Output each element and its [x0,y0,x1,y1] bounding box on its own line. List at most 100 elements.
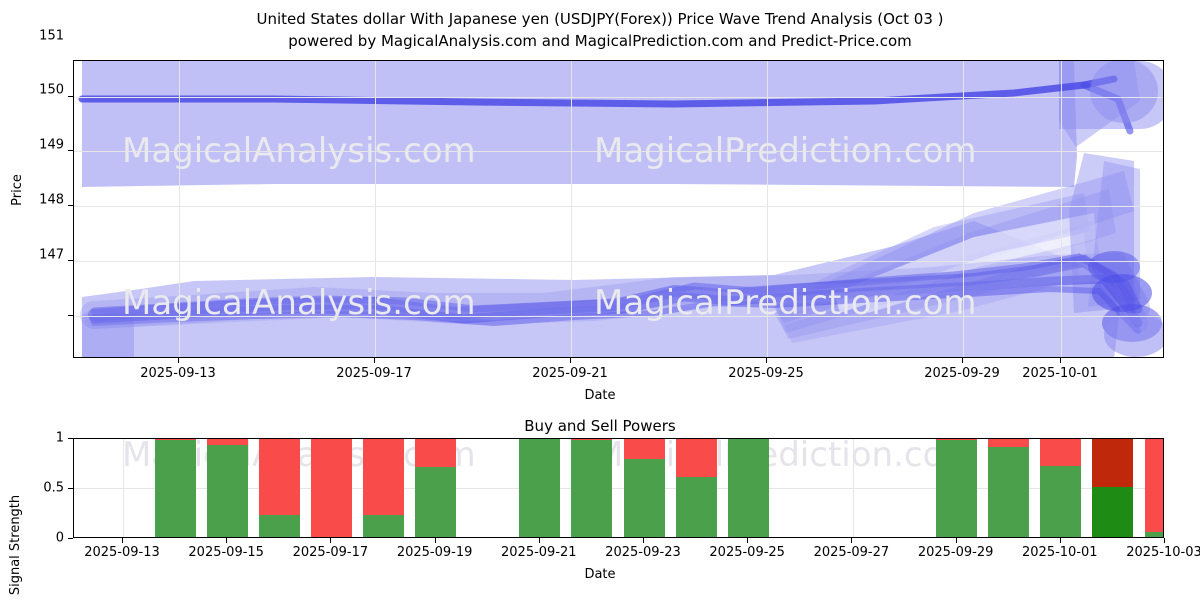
ytick-0p5: 0.5 [43,480,64,496]
xtick-0921: 2025-09-21 [532,366,608,381]
price-axis-label: Price [10,174,25,206]
ytick-148: 148 [39,192,64,208]
ytickmark [68,438,73,439]
xtickmark [226,538,228,543]
buy-power-segment [258,515,300,537]
xtick-2025-10-03: 2025-10-03 [1126,545,1200,560]
xtick-2025-09-23: 2025-09-23 [605,545,681,560]
sell-power-segment [363,439,404,515]
xtickmark [122,538,123,543]
signal-bar[interactable] [310,439,352,537]
gridline-x-0913 [123,439,124,537]
buy-power-segment [727,439,769,537]
buy-power-segment [675,477,717,537]
sell-power-segment [623,439,665,459]
price-wave-chart-plot: MagicalAnalysis.com MagicalPrediction.co… [73,60,1164,358]
ytickmark [68,205,73,206]
xtick-1001: 2025-10-01 [1022,366,1098,381]
xtick-2025-09-29: 2025-09-29 [917,545,994,560]
signal-bar[interactable] [936,439,978,537]
ytickmark [68,488,73,489]
xtickmark [570,358,571,363]
gridline-y-149 [74,206,1163,207]
buy-power-segment [519,439,561,537]
sell-power-segment [206,439,248,445]
xtickmark [962,358,963,363]
sell-power-segment [936,439,978,440]
buy-power-segment [571,440,613,537]
ytick-150: 150 [39,82,64,98]
xtick-0913: 2025-09-13 [140,366,216,381]
sell-power-segment [571,439,613,440]
buy-power-segment [936,440,978,537]
signal-bar[interactable] [623,439,665,537]
xtick-0917: 2025-09-17 [336,366,412,381]
xtick-2025-09-25: 2025-09-25 [709,545,785,560]
signal-bar[interactable] [206,439,248,537]
gridline-y-151 [74,97,1163,98]
signal-bar[interactable] [727,439,769,537]
signal-bar[interactable] [415,439,457,537]
gridline-x-0927 [853,439,854,537]
signal-bar[interactable] [571,439,613,537]
xtick-2025-09-17: 2025-09-17 [292,545,369,560]
bottom-date-axis-label: Date [584,567,616,582]
xtick-0925: 2025-09-25 [728,366,804,381]
sell-power-segment [1092,439,1134,487]
xtickmark [1060,358,1061,363]
gridline-x-0929 [963,61,964,357]
ytick-1p0: 1 [55,430,64,446]
xtickmark [955,538,957,543]
buy-power-segment [363,515,404,537]
buy-power-segment [206,445,248,537]
xtickmark [538,538,540,543]
xtickmark [374,358,375,363]
signal-bar[interactable] [1144,439,1163,537]
signal-bar[interactable] [519,439,561,537]
xtick-2025-09-15: 2025-09-15 [188,545,264,560]
buy-power-segment [415,467,457,537]
buy-power-segment [154,440,196,537]
gridline-x-0925 [767,61,768,357]
signal-bar[interactable] [1092,439,1134,537]
sell-power-segment [1144,439,1163,532]
signal-bar[interactable] [363,439,404,537]
ytickmark [68,260,73,261]
signal-bar[interactable] [1040,439,1082,537]
page-subtitle: powered by MagicalAnalysis.com and Magic… [288,32,912,50]
xtickmark [766,358,767,363]
gridline-y-150 [74,151,1163,152]
xtick-0929: 2025-09-29 [924,366,1000,381]
signal-bar[interactable] [675,439,717,537]
signal-bar[interactable] [988,439,1030,537]
gridline-x-1001 [1061,61,1062,357]
signal-bar[interactable] [258,439,300,537]
sell-power-segment [1040,439,1082,466]
xtickmark [434,538,436,543]
ytickmark [68,315,73,316]
xtickmark [1059,538,1061,543]
buy-power-segment [623,459,665,537]
xtick-2025-09-27: 2025-09-27 [813,545,890,560]
gridline-x-0917 [375,61,376,357]
gridline-x-0921 [571,61,572,357]
price-wave-bands [78,61,1163,357]
gridline-x-0913 [179,61,180,357]
sell-power-segment [988,439,1030,447]
buy-power-segment [1092,487,1134,537]
ytick-149: 149 [39,137,64,153]
ytick-147: 147 [39,247,64,263]
xtick-2025-09-13: 2025-09-13 [84,545,160,560]
xtickmark [330,538,332,543]
sell-power-segment [675,439,717,477]
gridline-y-148 [74,261,1163,262]
xtickmark [1164,538,1165,543]
sell-power-segment [154,439,196,440]
signal-bar[interactable] [154,439,196,537]
xtick-2025-09-19: 2025-09-19 [396,545,473,560]
ytickmark [68,150,73,151]
sell-power-segment [415,439,457,467]
xtick-2025-09-21: 2025-09-21 [501,545,577,560]
ytickmark [68,538,73,539]
ytick-151: 151 [39,28,64,44]
